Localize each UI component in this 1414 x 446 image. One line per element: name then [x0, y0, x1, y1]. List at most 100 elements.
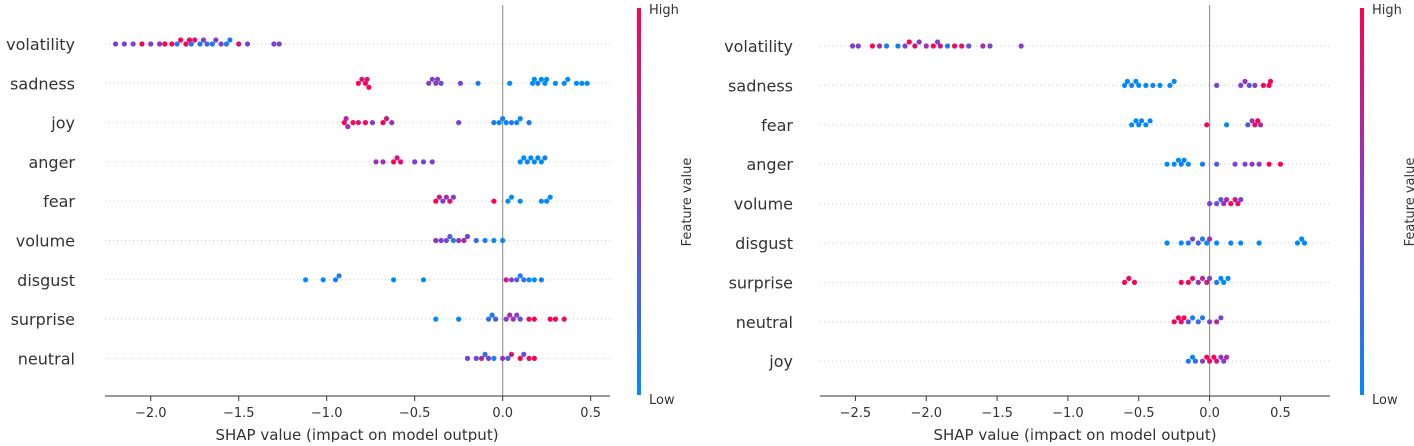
data-point	[362, 80, 369, 86]
data-point	[1129, 82, 1135, 88]
data-point	[464, 233, 471, 240]
data-point	[505, 355, 511, 361]
data-point	[526, 316, 532, 322]
data-point	[491, 355, 497, 361]
data-point	[906, 39, 912, 45]
data-point	[1178, 240, 1184, 246]
data-point	[456, 316, 462, 322]
colorbar-low-label: Low	[1372, 393, 1398, 408]
data-point	[394, 155, 400, 161]
data-point	[482, 237, 488, 244]
data-point	[1199, 358, 1206, 364]
data-point	[443, 194, 449, 200]
feature-label: sadness	[10, 74, 75, 93]
data-point	[121, 41, 127, 47]
data-point	[1221, 358, 1227, 364]
data-point	[227, 37, 233, 43]
data-point	[514, 120, 520, 126]
data-point	[944, 43, 951, 49]
data-point	[521, 155, 527, 161]
data-point	[937, 43, 944, 49]
data-point	[526, 277, 532, 283]
data-point	[1178, 279, 1184, 285]
data-point	[450, 237, 456, 244]
shap-plot-right: volatility sadness fear anger volume disgust s…	[724, 3, 1414, 444]
data-point	[447, 233, 453, 240]
feature-label: fear	[761, 116, 793, 135]
data-point	[1195, 279, 1201, 285]
data-point	[162, 41, 168, 47]
data-point	[426, 80, 432, 86]
data-point	[503, 120, 509, 126]
data-point	[529, 80, 536, 86]
data-point	[209, 41, 215, 47]
data-point	[302, 277, 309, 283]
data-point	[1214, 319, 1220, 325]
colorbar	[1360, 8, 1364, 395]
feature-label: neutral	[736, 313, 793, 332]
data-point	[510, 316, 516, 322]
data-point	[980, 43, 986, 49]
data-point	[1150, 82, 1156, 88]
x-tick-label: −1.5	[981, 406, 1013, 421]
data-point	[450, 194, 456, 200]
data-point	[1206, 319, 1213, 325]
data-point	[934, 39, 941, 45]
data-point	[186, 37, 193, 43]
data-point	[561, 80, 567, 86]
data-point	[1211, 354, 1217, 360]
data-point	[130, 41, 136, 47]
data-point	[1260, 82, 1267, 88]
data-point	[1189, 236, 1196, 242]
data-point	[1206, 201, 1213, 207]
feature-label: joy	[50, 114, 75, 133]
data-point	[500, 116, 506, 122]
data-point	[538, 159, 544, 165]
data-point	[1232, 197, 1238, 203]
x-tick-label: −0.5	[399, 406, 431, 421]
data-point	[531, 355, 537, 361]
data-point	[1214, 279, 1220, 285]
data-point	[1223, 354, 1230, 360]
feature-label: surprise	[11, 310, 75, 329]
data-point	[336, 273, 342, 279]
feature-label: disgust	[735, 234, 793, 253]
data-point	[485, 355, 492, 361]
data-point	[524, 159, 530, 165]
data-point	[528, 155, 534, 161]
data-point	[1218, 354, 1224, 360]
data-point	[1266, 82, 1272, 88]
data-point	[1189, 275, 1196, 281]
data-point	[482, 351, 488, 357]
data-point	[508, 277, 515, 283]
data-point	[473, 355, 479, 361]
data-point	[178, 37, 184, 43]
data-point	[1228, 240, 1234, 246]
data-point	[1238, 240, 1244, 246]
data-point	[1238, 197, 1244, 203]
data-point	[276, 41, 282, 47]
data-point	[1242, 78, 1248, 84]
data-point	[464, 355, 471, 361]
x-tick-label: −2.5	[840, 406, 872, 421]
x-tick-label: −1.0	[1052, 406, 1084, 421]
data-point	[547, 316, 553, 322]
data-point	[438, 237, 444, 244]
data-point	[552, 316, 559, 322]
data-point	[457, 80, 464, 86]
data-point	[869, 43, 876, 49]
data-point	[213, 37, 219, 43]
colorbar-high-label: High	[1372, 3, 1402, 18]
data-point	[1214, 82, 1220, 88]
colorbar-title: Feature value	[680, 158, 695, 247]
data-point	[1257, 122, 1264, 128]
data-point	[507, 312, 513, 318]
data-point	[489, 312, 495, 318]
data-point	[1185, 319, 1191, 325]
feature-label: volume	[734, 195, 793, 214]
data-point	[1256, 161, 1262, 167]
data-point	[1266, 161, 1272, 167]
data-point	[1204, 354, 1210, 360]
data-point	[1167, 82, 1173, 88]
data-point	[341, 120, 347, 126]
